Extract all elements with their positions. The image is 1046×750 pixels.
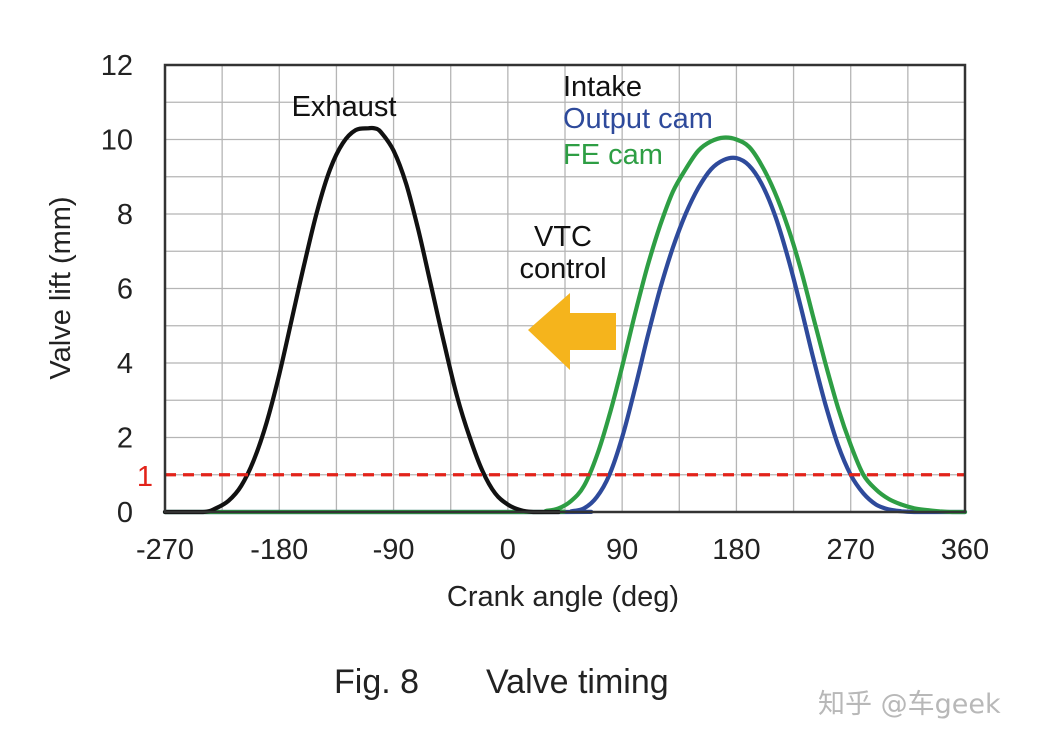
tick-labels: -270 -180 -90 0 90 180 270 360 0 2 4 6 8 10 12 bbox=[101, 50, 989, 566]
series-layer bbox=[162, 125, 968, 515]
plot-frame bbox=[163, 63, 967, 514]
x-tick-label: 270 bbox=[827, 534, 875, 566]
reference-layer: 1 bbox=[137, 461, 965, 493]
y-tick-label: 8 bbox=[117, 199, 133, 231]
figure-number: Fig. 8 bbox=[334, 663, 419, 701]
vtc-arrow-left-icon bbox=[528, 293, 616, 370]
y-tick-label: 2 bbox=[117, 423, 133, 455]
x-tick-label: 180 bbox=[712, 534, 760, 566]
series-line-output-cam bbox=[162, 155, 968, 515]
x-tick-label: 360 bbox=[941, 534, 989, 566]
y-tick-label: 0 bbox=[117, 497, 133, 529]
figure-title: Valve timing bbox=[486, 663, 669, 701]
x-tick-label: 0 bbox=[500, 534, 516, 566]
x-tick-label: -270 bbox=[136, 534, 194, 566]
series-line-fe-cam bbox=[162, 135, 968, 515]
y-axis-title: Valve lift (mm) bbox=[45, 196, 77, 379]
y-tick-label: 4 bbox=[117, 348, 133, 380]
x-tick-label: -180 bbox=[250, 534, 308, 566]
series-line-exhaust bbox=[162, 125, 561, 515]
vtc-label-line2: control bbox=[519, 253, 606, 285]
x-tick-label: 90 bbox=[606, 534, 638, 566]
vtc-label-line1: VTC bbox=[534, 221, 592, 253]
fe-cam-label: FE cam bbox=[563, 139, 663, 171]
reference-line-label: 1 bbox=[137, 461, 153, 493]
output-cam-label: Output cam bbox=[563, 103, 713, 135]
intake-label: Intake bbox=[563, 71, 642, 103]
y-tick-label: 12 bbox=[101, 50, 133, 82]
exhaust-label: Exhaust bbox=[292, 91, 397, 123]
watermark-text: 知乎 @车geek bbox=[818, 689, 1001, 720]
x-tick-label: -90 bbox=[373, 534, 415, 566]
y-tick-label: 10 bbox=[101, 125, 133, 157]
y-tick-label: 6 bbox=[117, 274, 133, 306]
x-axis-title: Crank angle (deg) bbox=[447, 581, 679, 613]
